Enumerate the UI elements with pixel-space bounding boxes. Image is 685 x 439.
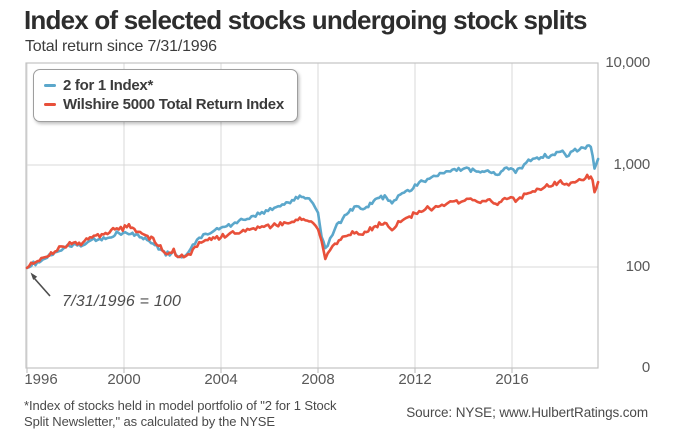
y-axis-label-10000: 10,000	[605, 54, 650, 71]
footnote-line-2: Split Newsletter," as calculated by the …	[24, 414, 275, 429]
series-line-2for1-index	[25, 144, 600, 270]
base-value-annotation: 7/31/1996 = 100	[62, 293, 182, 310]
legend-item-wilshire: Wilshire 5000 Total Return Index	[44, 95, 284, 114]
legend-swatch-wilshire	[44, 102, 56, 107]
x-axis-label-2012: 2012	[398, 371, 432, 388]
x-axis-label-2000: 2000	[107, 371, 141, 388]
x-axis-label-2008: 2008	[301, 371, 335, 388]
series-line-wilshire-5000	[25, 173, 600, 270]
y-axis-label-100: 100	[625, 258, 651, 275]
x-axis-label-2004: 2004	[204, 371, 238, 388]
page-title: Index of selected stocks undergoing stoc…	[24, 5, 587, 35]
y-axis-label-0: 0	[641, 359, 650, 376]
plot-border	[25, 62, 599, 369]
page-subtitle: Total return since 7/31/1996	[25, 38, 217, 55]
legend-item-2for1: 2 for 1 Index*	[44, 76, 284, 95]
annotation-arrow-line	[33, 277, 51, 297]
legend: 2 for 1 Index* Wilshire 5000 Total Retur…	[33, 69, 298, 122]
legend-label-wilshire: Wilshire 5000 Total Return Index	[63, 96, 284, 113]
legend-swatch-2for1-index	[44, 83, 56, 88]
source-text: Source: NYSE; www.HulbertRatings.com	[406, 405, 648, 420]
legend-label-2for1-index: 2 for 1 Index*	[63, 77, 153, 94]
x-axis-label-2016: 2016	[495, 371, 529, 388]
footnote-line-1: *Index of stocks held in model portfolio…	[24, 398, 337, 413]
y-axis-label-1000: 1,000	[613, 156, 650, 173]
annotation-arrow-head	[30, 272, 38, 280]
x-axis-label-1996: 1996	[24, 371, 58, 388]
